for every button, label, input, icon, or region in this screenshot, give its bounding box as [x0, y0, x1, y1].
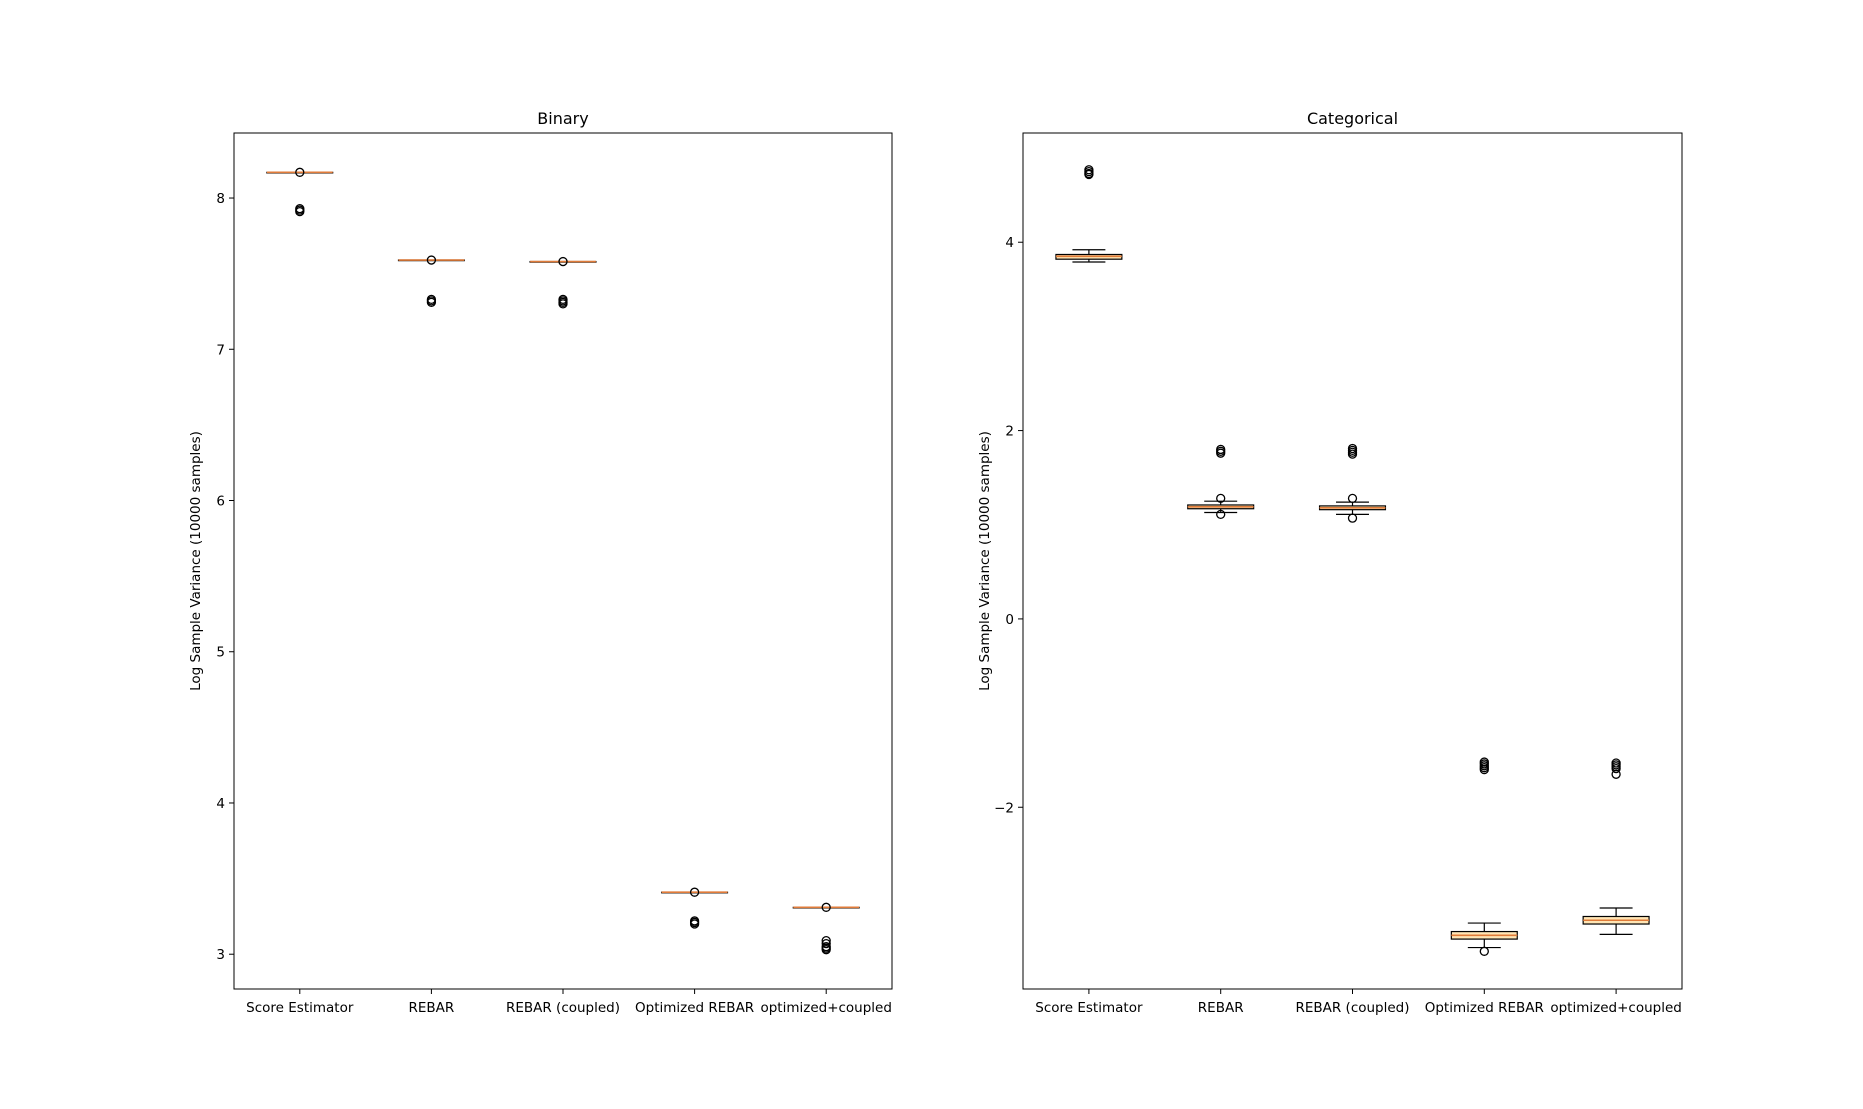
- outlier-point: [1347, 493, 1358, 504]
- outlier-point: [1347, 513, 1358, 523]
- box-3: [1318, 443, 1387, 523]
- y-axis-label: Log Sample Variance (10000 samples): [977, 431, 993, 691]
- x-tick-label: Optimized REBAR: [635, 1000, 754, 1016]
- outlier-point: [295, 167, 305, 177]
- y-tick-label: 2: [1005, 424, 1014, 440]
- box-5: [792, 902, 860, 955]
- outlier-point: [1084, 169, 1094, 180]
- outlier-point: [426, 255, 437, 265]
- chart-title: Binary: [537, 109, 588, 128]
- categorical-chart-panel: Categorical Log Sample Variance (10000 sa…: [977, 109, 1683, 1016]
- box-5: [1582, 758, 1650, 935]
- outlier-point: [1216, 493, 1226, 504]
- y-tick-label: 5: [216, 645, 225, 661]
- outlier-point: [821, 902, 831, 912]
- x-tick-label: REBAR (coupled): [1295, 1000, 1409, 1016]
- box-2: [397, 255, 465, 308]
- box-4: [1450, 757, 1518, 956]
- y-tick-label: 8: [216, 191, 225, 207]
- outlier-point: [689, 887, 700, 897]
- x-tick-label: Score Estimator: [1035, 1000, 1143, 1016]
- y-tick-label: 4: [1005, 235, 1014, 251]
- outlier-point: [558, 256, 568, 267]
- plot-area-frame: [233, 132, 893, 990]
- box-3: [529, 256, 597, 309]
- x-tick-label: REBAR: [409, 1000, 455, 1016]
- box-2: [1187, 444, 1255, 520]
- outlier-point: [1611, 769, 1621, 779]
- outlier-point: [821, 945, 831, 955]
- chart-title: Categorical: [1307, 109, 1398, 128]
- x-tick-label: optimized+coupled: [760, 1000, 891, 1016]
- y-tick-label: 7: [216, 342, 225, 358]
- outlier-point: [1611, 763, 1621, 774]
- box-1: [1055, 165, 1123, 263]
- outlier-point: [1479, 764, 1489, 775]
- box-4: [661, 887, 729, 929]
- outlier-point: [1347, 449, 1358, 459]
- binary-chart-panel: Binary Log Sample Variance (10000 samples…: [188, 109, 893, 1016]
- x-tick-label: Optimized REBAR: [1425, 1000, 1544, 1016]
- outlier-point: [426, 297, 437, 308]
- y-axis-label: Log Sample Variance (10000 samples): [188, 431, 204, 691]
- y-tick-label: 4: [216, 796, 225, 812]
- outlier-point: [1479, 946, 1489, 956]
- y-tick-label: −2: [994, 800, 1014, 816]
- y-tick-label: 0: [1005, 612, 1014, 628]
- outlier-point: [1216, 448, 1226, 458]
- x-tick-label: REBAR: [1198, 1000, 1244, 1016]
- outlier-point: [295, 206, 305, 217]
- x-tick-label: Score Estimator: [246, 1000, 354, 1016]
- y-tick-label: 6: [216, 494, 225, 510]
- plot-area-frame: [1022, 132, 1683, 990]
- x-tick-label: REBAR (coupled): [506, 1000, 620, 1016]
- outlier-point: [1216, 509, 1226, 520]
- box-1: [266, 167, 334, 217]
- y-tick-label: 3: [216, 947, 225, 963]
- outlier-point: [689, 919, 700, 929]
- x-tick-label: optimized+coupled: [1550, 1000, 1681, 1016]
- outlier-point: [821, 938, 831, 949]
- outlier-point: [558, 299, 568, 309]
